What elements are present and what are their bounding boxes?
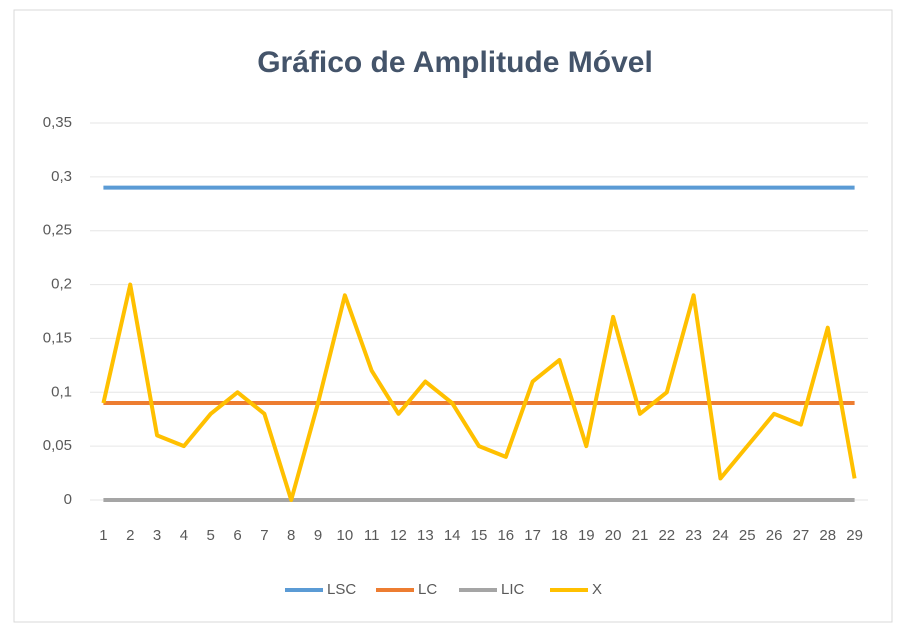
x-tick-label: 14 (444, 527, 461, 544)
x-tick-label: 17 (524, 527, 541, 544)
x-tick-label: 10 (337, 527, 354, 544)
x-tick-label: 22 (658, 527, 675, 544)
x-tick-label: 13 (417, 527, 434, 544)
y-tick-label: 0,1 (51, 383, 72, 400)
x-tick-label: 25 (739, 527, 756, 544)
y-tick-label: 0,2 (51, 276, 72, 293)
x-tick-label: 2 (126, 527, 134, 544)
x-tick-label: 23 (685, 527, 702, 544)
x-tick-label: 11 (364, 527, 380, 544)
x-tick-label: 20 (605, 527, 622, 544)
x-tick-label: 3 (153, 527, 161, 544)
series-line (101, 282, 857, 502)
legend-label: LSC (327, 581, 356, 598)
x-tick-label: 7 (260, 527, 268, 544)
x-tick-label: 27 (793, 527, 810, 544)
y-tick-label: 0,15 (43, 329, 72, 346)
chart-title: Gráfico de Amplitude Móvel (257, 46, 653, 79)
legend-label: LIC (501, 581, 525, 598)
x-tick-label: 21 (632, 527, 649, 544)
x-tick-label: 1 (99, 527, 107, 544)
x-tick-label: 4 (180, 527, 188, 544)
x-tick-label: 8 (287, 527, 295, 544)
x-tick-label: 5 (207, 527, 215, 544)
x-tick-label: 24 (712, 527, 729, 544)
x-tick-label: 28 (819, 527, 836, 544)
y-tick-label: 0,3 (51, 168, 72, 185)
chart-frame (13, 9, 893, 623)
x-tick-label: 9 (314, 527, 322, 544)
x-tick-label: 18 (551, 527, 568, 544)
x-tick-label: 15 (471, 527, 488, 544)
x-tick-label: 6 (233, 527, 241, 544)
x-tick-label: 19 (578, 527, 595, 544)
x-tick-label: 29 (846, 527, 863, 544)
x-tick-label: 12 (390, 527, 407, 544)
legend-label: LC (418, 581, 437, 598)
y-tick-label: 0 (64, 491, 72, 508)
y-tick-label: 0,25 (43, 222, 72, 239)
x-tick-label: 26 (766, 527, 783, 544)
x-tick-label: 16 (497, 527, 514, 544)
y-tick-label: 0,35 (43, 114, 72, 131)
y-tick-label: 0,05 (43, 437, 72, 454)
legend-label: X (592, 581, 602, 598)
